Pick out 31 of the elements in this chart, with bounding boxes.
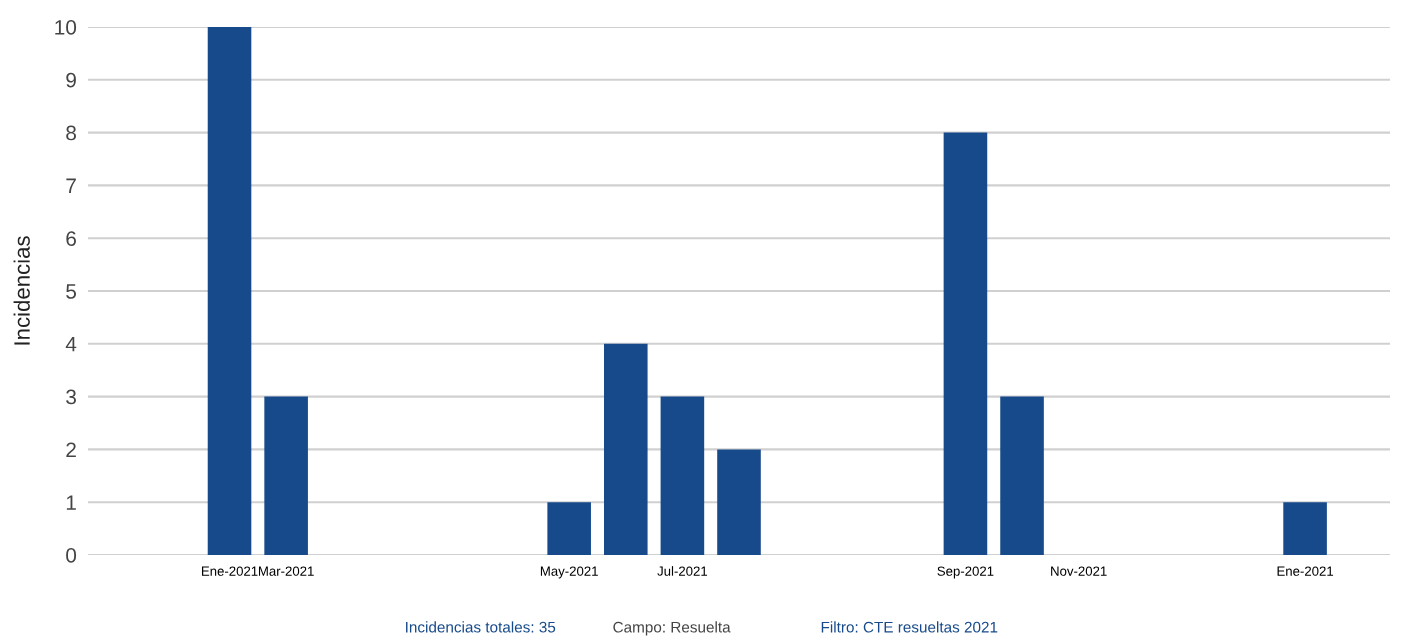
bar [1283,502,1327,555]
text: Incidencias totales: 35 [406,621,556,633]
x-tick-label: Ene-2021 [201,566,258,576]
y-tick-label: 6 [66,231,76,246]
bar [603,343,648,555]
bar [207,27,252,555]
bar [717,449,761,555]
y-tick-label: 7 [66,178,76,193]
y-tick-label: 10 [55,20,77,35]
x-tick-label: Sep-2021 [937,566,994,579]
bar [1000,396,1044,555]
x-tick-label: May-2021 [540,566,598,579]
x-tick-label: Nov-2021 [1051,566,1107,576]
y-tick-label: 0 [66,548,77,563]
y-tick-label: 5 [66,284,77,299]
y-tick-label: 4 [65,337,77,352]
y-tick-label: 8 [66,125,76,141]
y-tick-label: 1 [66,495,76,510]
bar [660,396,705,555]
y-tick-label: 9 [66,72,76,88]
bar [943,132,988,555]
x-tick-label: Jul-2021 [657,566,708,576]
x-tick-label: Ene-2021 [1277,566,1334,576]
y-axis-title: Incidencias [13,236,30,345]
y-tick-label: 2 [66,442,76,457]
bar [547,502,591,555]
x-tick-label: Mar-2021 [258,566,314,576]
bar [264,396,308,555]
y-tick-label: 3 [66,389,76,405]
text: Filtro: CTE resueltas 2021 [821,621,998,633]
text: Campo: Resuelta [613,621,731,636]
